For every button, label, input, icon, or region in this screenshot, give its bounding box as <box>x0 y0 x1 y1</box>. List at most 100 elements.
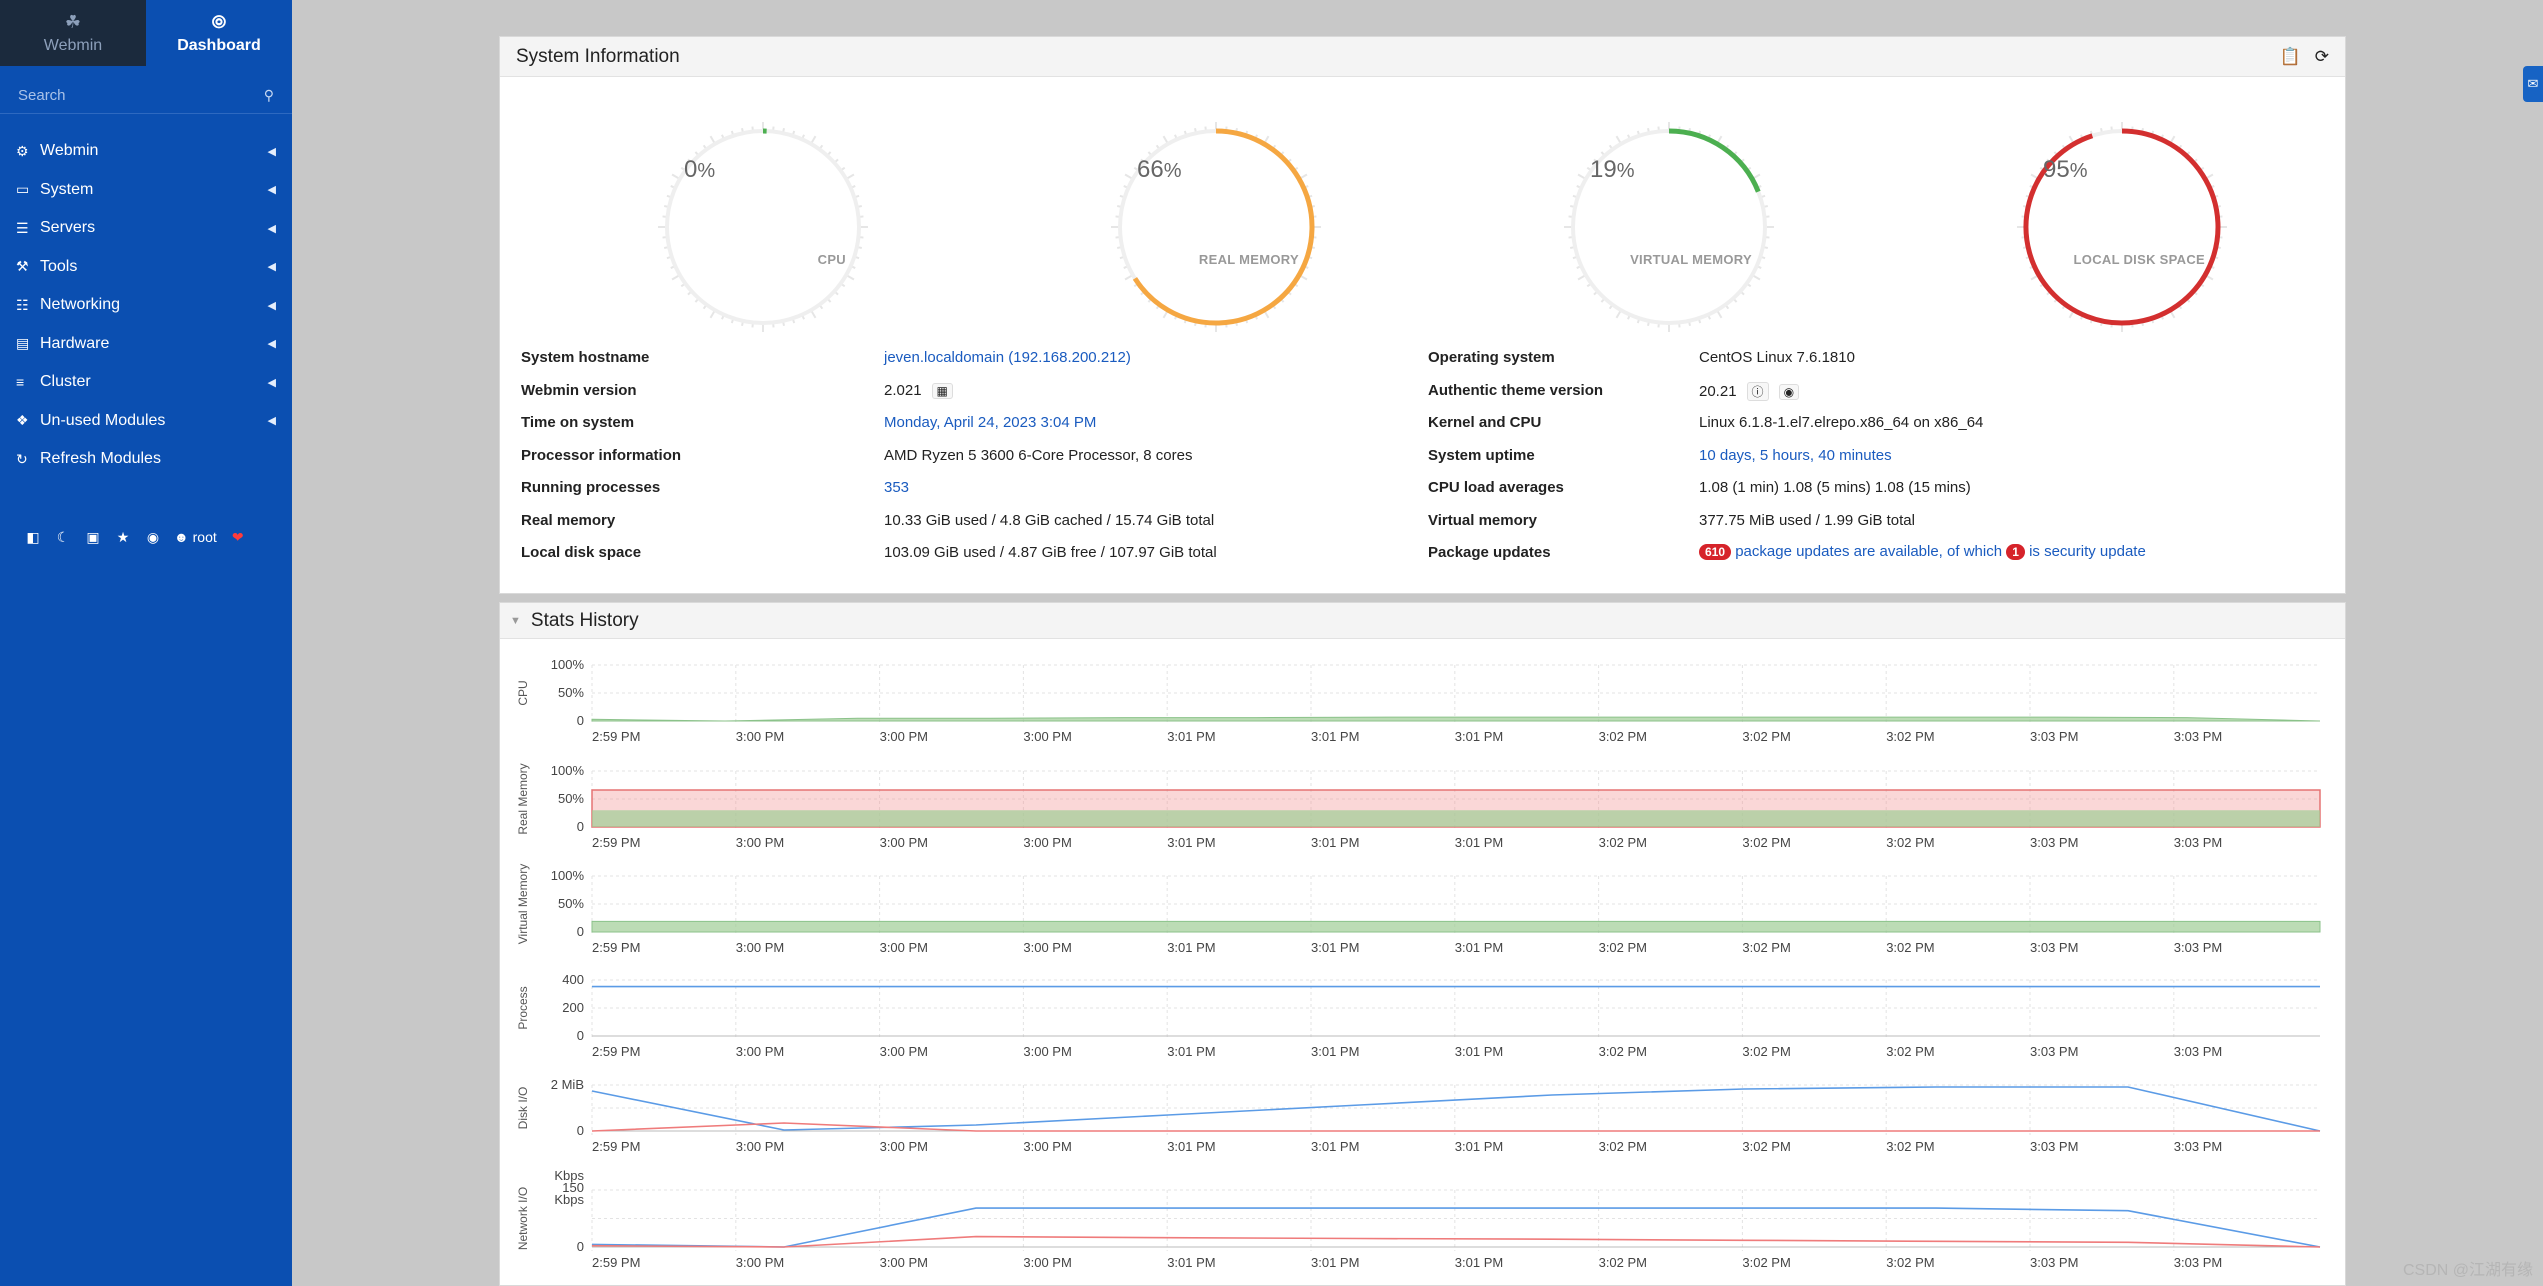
info-label: Real memory <box>521 512 616 529</box>
stats-history-header[interactable]: ▼ Stats History <box>500 603 2345 639</box>
y-tick-label: 50% <box>558 896 584 911</box>
theme-palette-icon[interactable]: ◉ <box>1778 384 1800 400</box>
stats-history-panel: ▼ Stats History 2:59 PM 3:00 PM 3:00 PM 3:0… <box>499 602 2346 1286</box>
x-tick-label: 3:01 PM <box>1455 940 1503 955</box>
sidebar-item-servers[interactable]: ☰ Servers ◀ <box>0 209 292 248</box>
x-tick-label: 3:00 PM <box>1023 940 1071 955</box>
gear-icon: ⚙ <box>16 142 29 159</box>
gauge-arc <box>2023 128 2221 326</box>
sidebar-item-cluster[interactable]: ≡ Cluster ◀ <box>0 363 292 402</box>
caret-left-icon: ◀ <box>267 261 276 274</box>
collapse-arrow-icon[interactable]: ▼ <box>510 614 521 627</box>
sidebar-item-un-used-modules[interactable]: ❖ Un-used Modules ◀ <box>0 402 292 441</box>
x-tick-label: 3:02 PM <box>1742 1255 1790 1270</box>
info-label: Local disk space <box>521 544 642 561</box>
info-label: Authentic theme version <box>1428 382 1604 399</box>
favorites-star-icon[interactable]: ★ <box>116 528 130 545</box>
x-tick-label: 2:59 PM <box>592 1255 640 1270</box>
caret-left-icon: ◀ <box>267 338 276 351</box>
x-tick-label: 2:59 PM <box>592 1139 640 1154</box>
info-value[interactable]: 10 days, 5 hours, 40 minutes <box>1699 447 1892 464</box>
tab-webmin[interactable]: ☘ Webmin <box>0 0 146 66</box>
x-tick-label: 3:00 PM <box>880 1255 928 1270</box>
series-line <box>591 1086 2321 1132</box>
heart-icon[interactable]: ❤ <box>231 528 244 545</box>
y-tick-label: 0 <box>577 713 584 728</box>
sidebar-item-refresh-modules[interactable]: ↻ Refresh Modules <box>0 440 292 479</box>
refresh-icon[interactable]: ⟳ <box>2314 46 2329 66</box>
info-icon[interactable]: ⓘ <box>1746 382 1769 401</box>
chart-name-label: Real Memory <box>516 763 530 834</box>
caret-left-icon: ◀ <box>267 184 276 197</box>
gauge-percent-sign: % <box>2069 160 2088 182</box>
gauge-value: 0% <box>684 156 715 184</box>
x-tick-label: 3:02 PM <box>1742 835 1790 850</box>
sidebar-item-label: Networking <box>40 296 121 314</box>
info-label: System uptime <box>1428 447 1535 464</box>
notification-bell-icon[interactable]: ✉ <box>2523 66 2543 102</box>
package-updates-link[interactable]: 610 package updates are available, of wh… <box>1699 543 2146 560</box>
info-label: Package updates <box>1428 544 1551 561</box>
x-tick-label: 3:02 PM <box>1742 940 1790 955</box>
x-tick-label: 3:01 PM <box>1167 1044 1215 1059</box>
update-count-badge: 610 <box>1699 544 1732 560</box>
x-tick-label: 3:00 PM <box>736 835 784 850</box>
info-value[interactable]: 353 <box>884 479 909 496</box>
search-input[interactable] <box>18 87 264 104</box>
y-tick-label: 400 <box>562 972 584 987</box>
tab-dashboard[interactable]: ⦾ Dashboard <box>146 0 292 66</box>
info-value-text: 353 <box>884 479 910 496</box>
x-tick-label: 3:00 PM <box>880 940 928 955</box>
user-menu[interactable]: ☻ root <box>168 524 223 550</box>
gauge-tick <box>1716 310 1723 319</box>
x-tick-label: 3:00 PM <box>736 1044 784 1059</box>
sidebar-item-label: System <box>40 180 94 198</box>
theme-palette-icon[interactable]: ◉ <box>146 528 160 545</box>
search-icon[interactable]: ⚲ <box>263 87 274 103</box>
x-tick-label: 3:03 PM <box>2030 1044 2078 1059</box>
refresh-icon: ↻ <box>16 450 28 467</box>
caret-left-icon: ◀ <box>267 415 276 428</box>
sidebar-item-hardware[interactable]: ▤ Hardware ◀ <box>0 325 292 364</box>
y-tick-label: 0 <box>577 1239 584 1254</box>
info-label: Running processes <box>521 479 661 496</box>
x-tick-label: 3:01 PM <box>1167 835 1215 850</box>
info-value-text: 20.21 <box>1699 383 1737 400</box>
sidebar-item-networking[interactable]: ☷ Networking ◀ <box>0 286 292 325</box>
series-line <box>591 1235 2321 1248</box>
chart-name-label: CPU <box>516 680 530 705</box>
series-cached-area <box>592 810 2320 827</box>
info-value[interactable]: jeven.localdomain (192.168.200.212) <box>884 349 1131 366</box>
gauge-tick <box>671 274 680 281</box>
sidebar-item-system[interactable]: ▭ System ◀ <box>0 171 292 210</box>
info-value[interactable]: Monday, April 24, 2023 3:04 PM <box>884 414 1096 431</box>
x-tick-label: 3:00 PM <box>736 1139 784 1154</box>
x-tick-label: 3:03 PM <box>2174 835 2222 850</box>
y-tick-label: 50% <box>558 791 584 806</box>
gauge-number: 66 <box>1137 156 1164 183</box>
gauge-number: 95 <box>2043 156 2070 183</box>
gauge-local-disk-space: 95% LOCAL DISK SPACE <box>2007 112 2237 342</box>
series-area <box>591 716 2321 722</box>
caret-left-icon: ◀ <box>267 376 276 389</box>
info-label: Operating system <box>1428 349 1555 366</box>
laptop-icon: ▭ <box>16 181 30 198</box>
sidebar-item-label: Hardware <box>40 334 110 352</box>
y-tick-label: Kbps <box>554 1168 584 1183</box>
x-tick-label: 3:01 PM <box>1311 729 1359 744</box>
clipboard-icon[interactable]: 📋 <box>2279 46 2301 66</box>
x-tick-label: 3:01 PM <box>1455 1044 1503 1059</box>
caret-left-icon: ◀ <box>267 145 276 158</box>
webmin-update-icon[interactable]: ▦ <box>931 383 953 399</box>
toggle-sidebar-icon[interactable]: ◧ <box>26 528 40 545</box>
chart-name-label: Network I/O <box>516 1187 530 1250</box>
sidebar-item-webmin[interactable]: ⚙ Webmin ◀ <box>0 132 292 171</box>
y-tick-label: 0 <box>577 819 584 834</box>
system-information-panel: System Information 📋 ⟳ 0% CPU 66% REAL MEMO… <box>499 36 2346 594</box>
sidebar-item-tools[interactable]: ⚒ Tools ◀ <box>0 248 292 287</box>
watermark: CSDN @江湖有缘 <box>2402 1262 2533 1279</box>
night-mode-icon[interactable]: ☾ <box>56 528 70 545</box>
terminal-icon[interactable]: ▣ <box>86 528 100 545</box>
info-value-text: jeven.localdomain (192.168.200.212) <box>884 349 1131 366</box>
x-tick-label: 3:03 PM <box>2030 729 2078 744</box>
